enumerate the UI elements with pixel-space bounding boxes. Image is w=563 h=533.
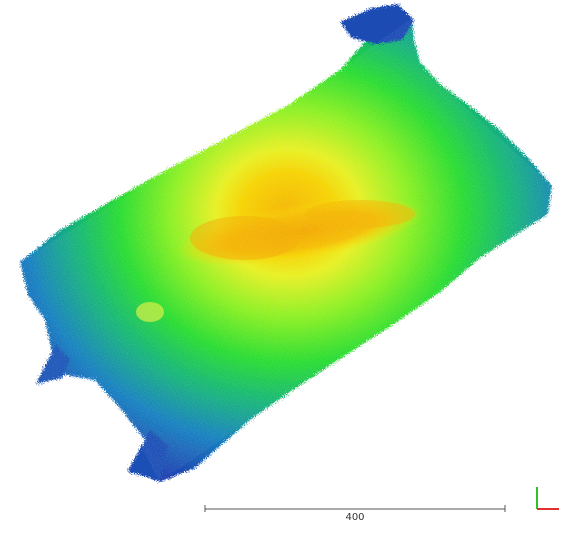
scale-bar-label: 400 [345,512,365,523]
axis-triad-icon [530,485,560,513]
